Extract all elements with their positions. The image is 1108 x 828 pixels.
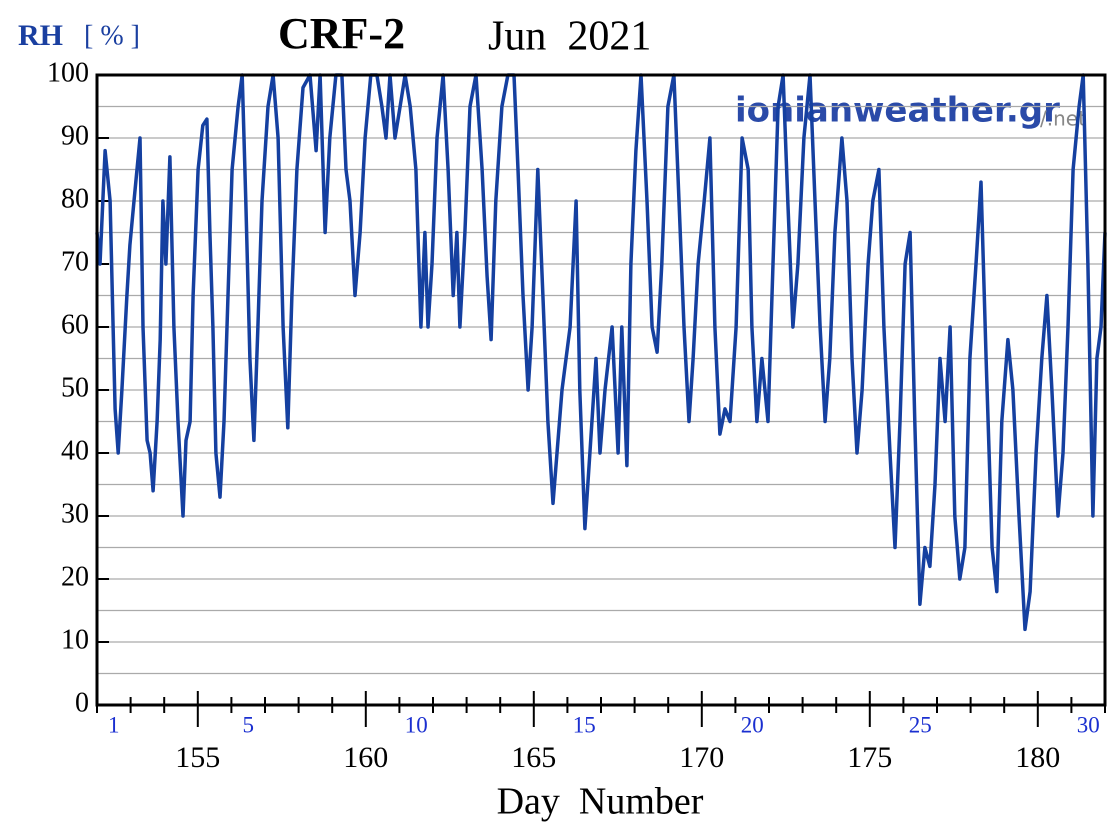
y-tick-label: 50	[61, 372, 89, 403]
chart-title: CRF-2	[278, 9, 405, 58]
y-tick-label: 60	[61, 309, 89, 340]
plot-frame	[95, 73, 1107, 707]
y-tick-label: 10	[61, 624, 89, 655]
y-tick-label: 0	[75, 687, 89, 718]
day-label: 5	[242, 712, 254, 737]
day-label: 1	[108, 712, 120, 737]
y-label-unit: [ % ]	[84, 20, 140, 51]
y-tick-label: 90	[61, 120, 89, 151]
y-tick-label: 100	[47, 57, 89, 88]
x-tick-label: 155	[175, 741, 220, 774]
x-tick-label: 175	[847, 741, 892, 774]
chart-subtitle: Jun 2021	[488, 14, 651, 60]
y-tick-label: 70	[61, 246, 89, 277]
watermark: ionianweather.gr	[735, 91, 1060, 131]
y-tick-label: 30	[61, 498, 89, 529]
x-label: Day Number	[497, 781, 704, 823]
y-tick-label: 80	[61, 183, 89, 214]
y-tick-label: 20	[61, 561, 89, 592]
day-label: 20	[741, 712, 764, 737]
x-tick-label: 160	[343, 741, 388, 774]
x-tick-label: 180	[1015, 741, 1060, 774]
day-label: 10	[405, 712, 428, 737]
x-tick-label: 165	[511, 741, 556, 774]
day-label: 25	[909, 712, 932, 737]
rh-line	[95, 73, 1107, 632]
x-tick-label: 170	[679, 741, 724, 774]
y-tick-label: 40	[61, 435, 89, 466]
y-label: RH	[18, 19, 63, 52]
day-label: 30	[1077, 712, 1100, 737]
day-label: 15	[573, 712, 596, 737]
